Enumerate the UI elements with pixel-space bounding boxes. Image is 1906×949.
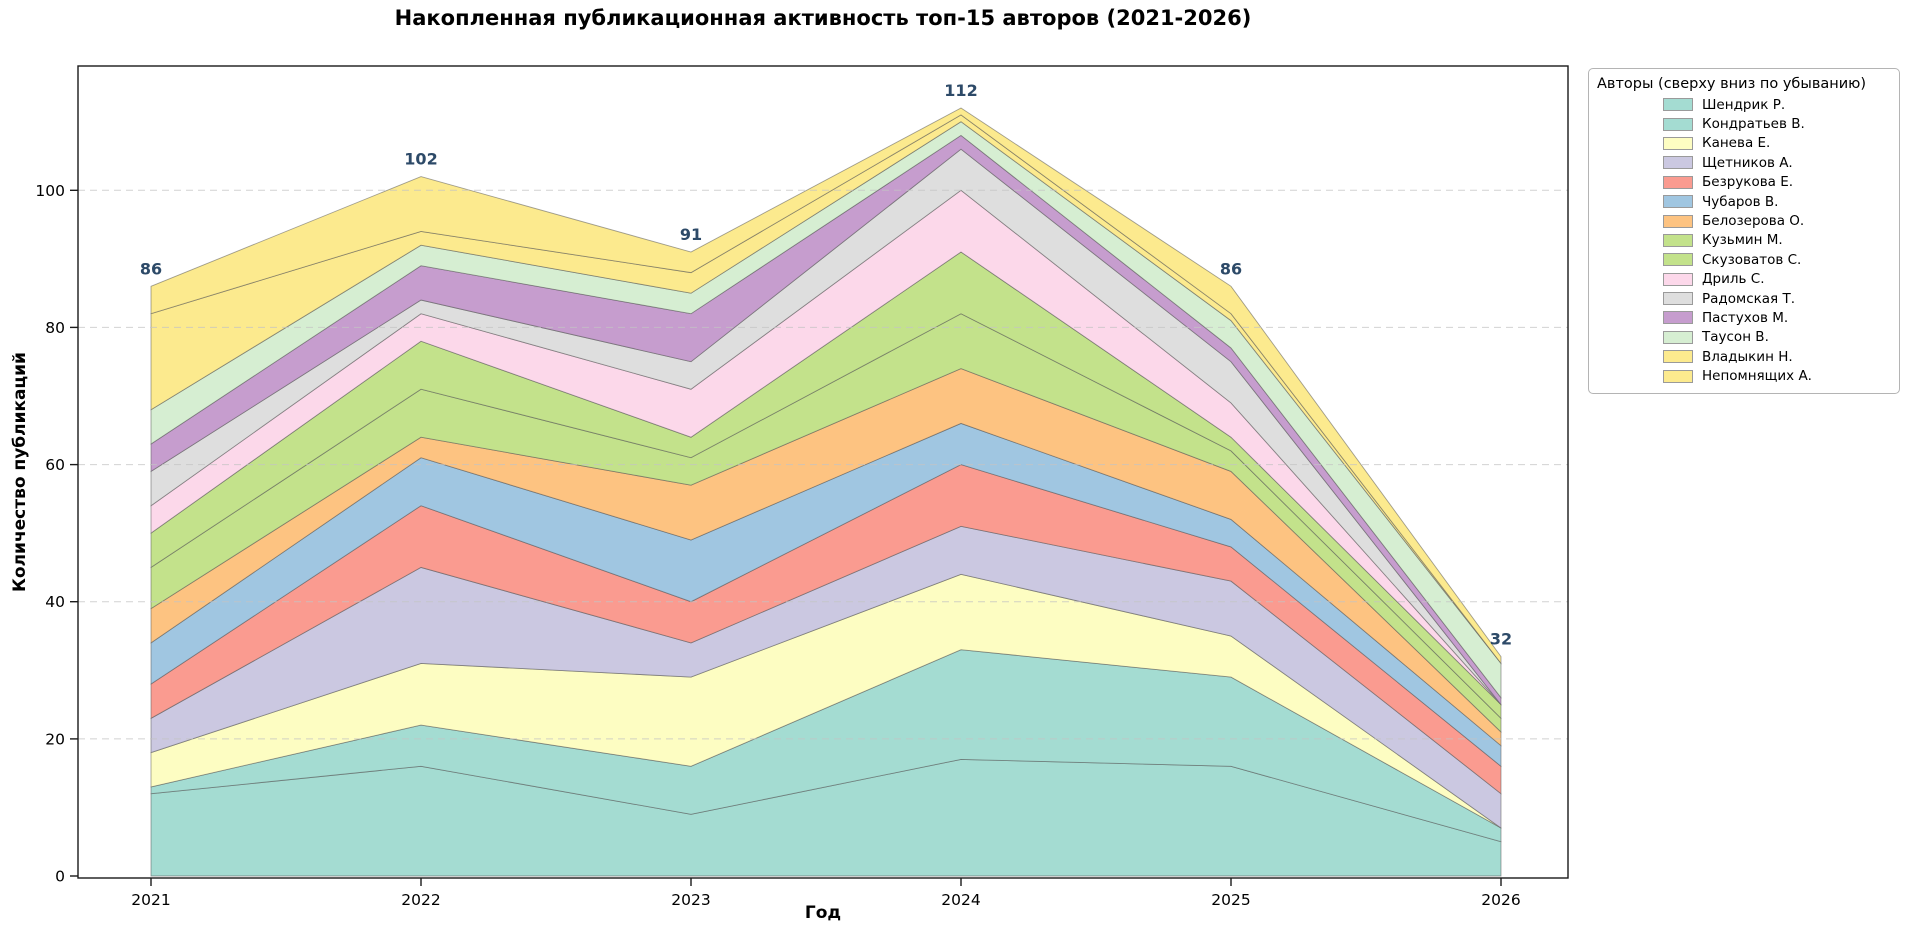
legend-label: Чубаров В. <box>1702 193 1779 210</box>
y-tick-label: 0 <box>55 868 65 886</box>
legend-label: Скузоватов С. <box>1702 251 1802 268</box>
legend-swatch <box>1663 214 1693 228</box>
legend-item: Шендрик Р. <box>1597 95 1891 114</box>
legend-swatch <box>1663 272 1693 286</box>
legend-swatch <box>1663 311 1693 325</box>
legend-label: Таусон В. <box>1702 329 1769 346</box>
legend-swatch <box>1663 195 1693 209</box>
legend-item: Безрукова Е. <box>1597 173 1891 192</box>
legend-label: Щетников А. <box>1702 154 1793 171</box>
x-tick-label: 2023 <box>671 891 710 909</box>
total-label: 112 <box>944 81 977 100</box>
legend-swatch <box>1663 175 1693 189</box>
legend-swatch <box>1663 350 1693 364</box>
x-tick-label: 2025 <box>1211 891 1250 909</box>
chart-title: Накопленная публикационная активность то… <box>394 6 1252 30</box>
legend-swatch <box>1663 233 1693 247</box>
legend-item: Канева Е. <box>1597 134 1891 153</box>
legend-item: Щетников А. <box>1597 153 1891 172</box>
legend-item: Владыкин Н. <box>1597 347 1891 366</box>
legend-swatch <box>1663 369 1693 383</box>
x-tick-label: 2024 <box>941 891 980 909</box>
legend-swatch <box>1663 136 1693 150</box>
x-tick-label: 2026 <box>1481 891 1520 909</box>
legend-items: Шендрик Р. Кондратьев В. Канева Е. Щетников… <box>1597 95 1891 386</box>
legend-item: Таусон В. <box>1597 328 1891 347</box>
total-label: 86 <box>140 259 162 278</box>
legend-box: Авторы (сверху вниз по убыванию) Шендрик… <box>1588 68 1900 394</box>
x-tick-label: 2021 <box>131 891 170 909</box>
y-tick-label: 100 <box>35 182 65 200</box>
x-tick-label: 2022 <box>401 891 440 909</box>
legend-swatch <box>1663 156 1693 170</box>
x-axis-label: Год <box>804 903 842 923</box>
legend-label: Владыкин Н. <box>1702 348 1793 365</box>
legend-item: Белозерова О. <box>1597 211 1891 230</box>
legend-label: Радомская Т. <box>1702 290 1795 307</box>
legend-label: Непомнящих А. <box>1702 368 1812 385</box>
legend-label: Дриль С. <box>1702 271 1765 288</box>
legend-item: Дриль С. <box>1597 270 1891 289</box>
legend-item: Непомнящих А. <box>1597 366 1891 385</box>
total-label: 86 <box>1220 259 1242 278</box>
total-label: 102 <box>404 150 437 169</box>
legend-title: Авторы (сверху вниз по убыванию) <box>1597 76 1867 92</box>
legend-item: Кондратьев В. <box>1597 114 1891 133</box>
y-tick-label: 20 <box>45 730 65 748</box>
legend-label: Белозерова О. <box>1702 213 1805 230</box>
legend-item: Скузоватов С. <box>1597 250 1891 269</box>
legend-swatch <box>1663 330 1693 344</box>
plot-border <box>77 65 1569 879</box>
legend-label: Кондратьев В. <box>1702 116 1805 133</box>
y-tick-label: 80 <box>45 319 65 337</box>
legend-label: Безрукова Е. <box>1702 174 1794 191</box>
legend-item: Чубаров В. <box>1597 192 1891 211</box>
legend-label: Кузьмин М. <box>1702 232 1783 249</box>
legend-swatch <box>1663 253 1693 267</box>
legend-label: Канева Е. <box>1702 135 1771 152</box>
legend-item: Радомская Т. <box>1597 289 1891 308</box>
legend-swatch <box>1663 292 1693 306</box>
legend-item: Пастухов М. <box>1597 308 1891 327</box>
legend-swatch <box>1663 98 1693 112</box>
legend-label: Шендрик Р. <box>1702 96 1786 113</box>
y-tick-label: 40 <box>45 593 65 611</box>
area-band <box>150 107 1502 665</box>
legend-label: Пастухов М. <box>1702 309 1789 326</box>
total-label: 91 <box>680 225 702 244</box>
legend-item: Кузьмин М. <box>1597 231 1891 250</box>
total-label: 32 <box>1490 630 1512 649</box>
legend-swatch <box>1663 117 1693 131</box>
y-tick-label: 60 <box>45 456 65 474</box>
